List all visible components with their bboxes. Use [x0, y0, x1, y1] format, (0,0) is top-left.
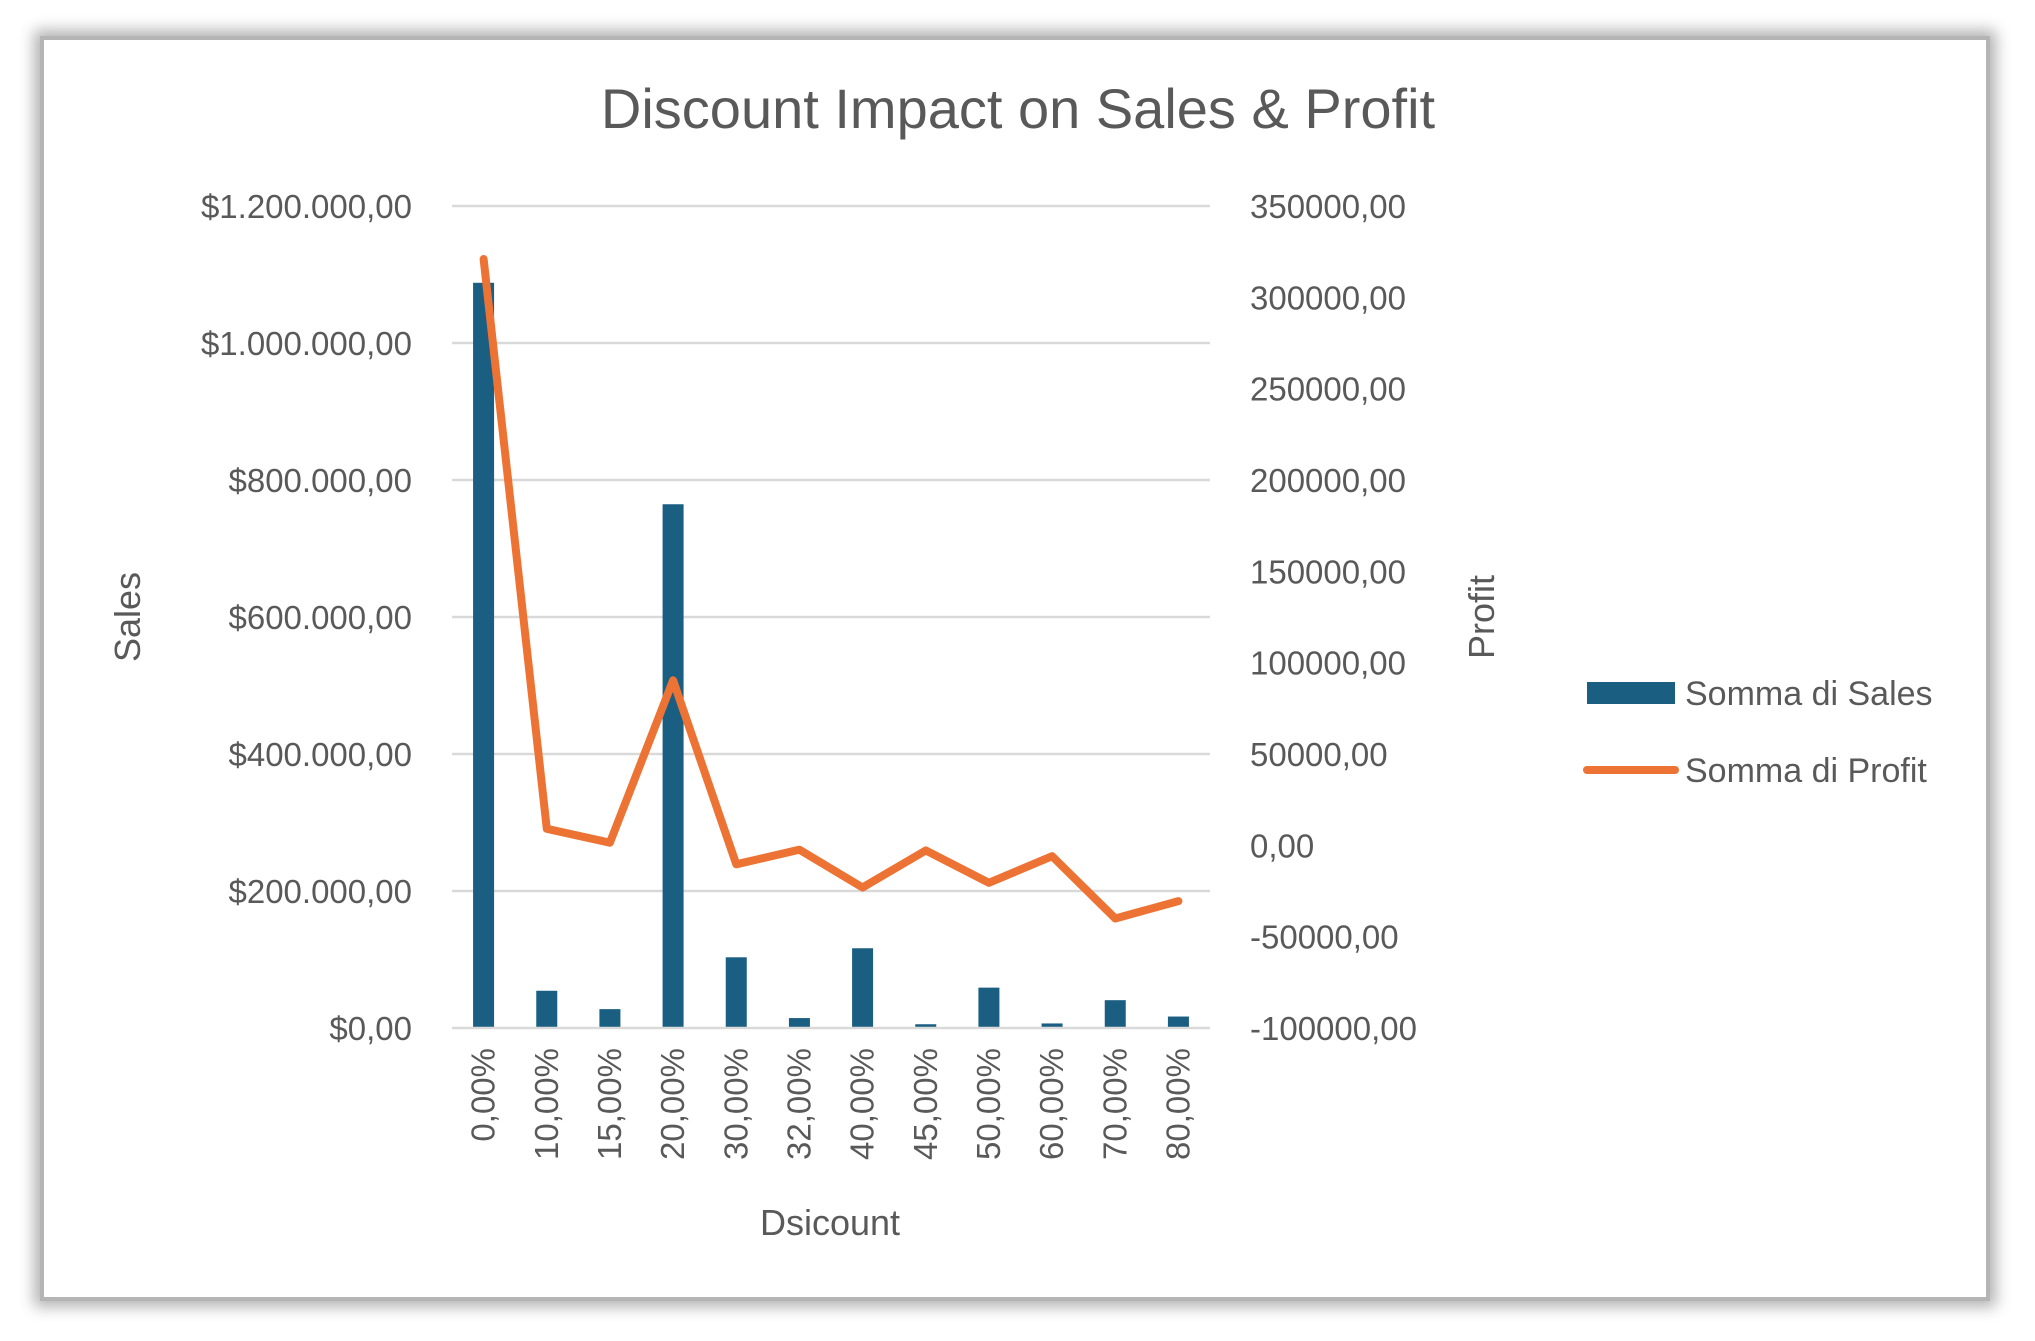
chart-title: Discount Impact on Sales & Profit [601, 77, 1436, 140]
y2-tick-label: 100000,00 [1250, 645, 1406, 682]
x-tick-label: 70,00% [1096, 1048, 1133, 1160]
x-tick-label: 40,00% [844, 1048, 881, 1160]
sales-bar [1041, 1023, 1063, 1028]
sales-bar [662, 504, 684, 1028]
y-axis-right-ticks: -100000,00 -50000,00 0,00 50000,00 100000,00… [1250, 188, 1417, 1047]
y-tick-label: $800.000,00 [228, 462, 412, 499]
legend: Somma di Sales Somma di Profit [1583, 675, 1933, 790]
sales-bar [536, 990, 558, 1028]
profit-line-group [479, 255, 1183, 923]
y2-tick-label: 250000,00 [1250, 371, 1406, 408]
profit-line [479, 255, 1183, 923]
x-axis-ticks: 0,00% 10,00% 15,00% 20,00% 30,00% 32,00% 40,00… [465, 1048, 1197, 1160]
y2-tick-label: 0,00 [1250, 827, 1314, 864]
y2-tick-label: 350000,00 [1250, 188, 1406, 225]
sales-bar [788, 1018, 810, 1028]
x-tick-label: 30,00% [717, 1048, 754, 1160]
gridlines [452, 204, 1210, 893]
x-tick-label: 60,00% [1033, 1048, 1070, 1160]
sales-bar [852, 948, 874, 1028]
y-axis-right-title: Profit [1461, 575, 1502, 659]
y2-tick-label: 150000,00 [1250, 553, 1406, 590]
chart-frame [40, 36, 1990, 1301]
x-tick-label: 20,00% [654, 1048, 691, 1160]
x-tick-label: 10,00% [528, 1048, 565, 1160]
sales-bar [915, 1024, 937, 1028]
y2-tick-label: 50000,00 [1250, 736, 1388, 773]
y-tick-label: $0,00 [329, 1010, 412, 1047]
x-tick-label: 50,00% [970, 1048, 1007, 1160]
y-tick-label: $400.000,00 [228, 736, 412, 773]
y-tick-label: $1.200.000,00 [201, 188, 412, 225]
x-tick-label: 45,00% [907, 1048, 944, 1160]
x-tick-label: 0,00% [465, 1048, 502, 1142]
y-tick-label: $1.000.000,00 [201, 325, 412, 362]
legend-label-profit: Somma di Profit [1685, 752, 1927, 790]
y2-tick-label: 200000,00 [1250, 462, 1406, 499]
legend-swatch-sales [1587, 682, 1675, 704]
sales-bar [1167, 1016, 1189, 1028]
x-tick-label: 80,00% [1159, 1048, 1196, 1160]
legend-label-sales: Somma di Sales [1685, 675, 1933, 713]
sales-bar [599, 1009, 621, 1028]
y-tick-label: $200.000,00 [228, 873, 412, 910]
x-tick-label: 32,00% [780, 1048, 817, 1160]
sales-bars [473, 282, 1189, 1028]
y-axis-left-ticks: $0,00 $200.000,00 $400.000,00 $600.000,00 $8… [201, 188, 412, 1047]
sales-bar [978, 987, 1000, 1028]
x-axis-title: Dsicount [760, 1202, 900, 1243]
y2-tick-label: -50000,00 [1250, 919, 1399, 956]
y-axis-left-title: Sales [107, 572, 148, 662]
y-tick-label: $600.000,00 [228, 599, 412, 636]
y2-tick-label: -100000,00 [1250, 1010, 1417, 1047]
x-tick-label: 15,00% [591, 1048, 628, 1160]
sales-bar [473, 282, 495, 1028]
sales-bar [725, 957, 747, 1028]
sales-bar [1104, 1000, 1126, 1028]
y2-tick-label: 300000,00 [1250, 279, 1406, 316]
